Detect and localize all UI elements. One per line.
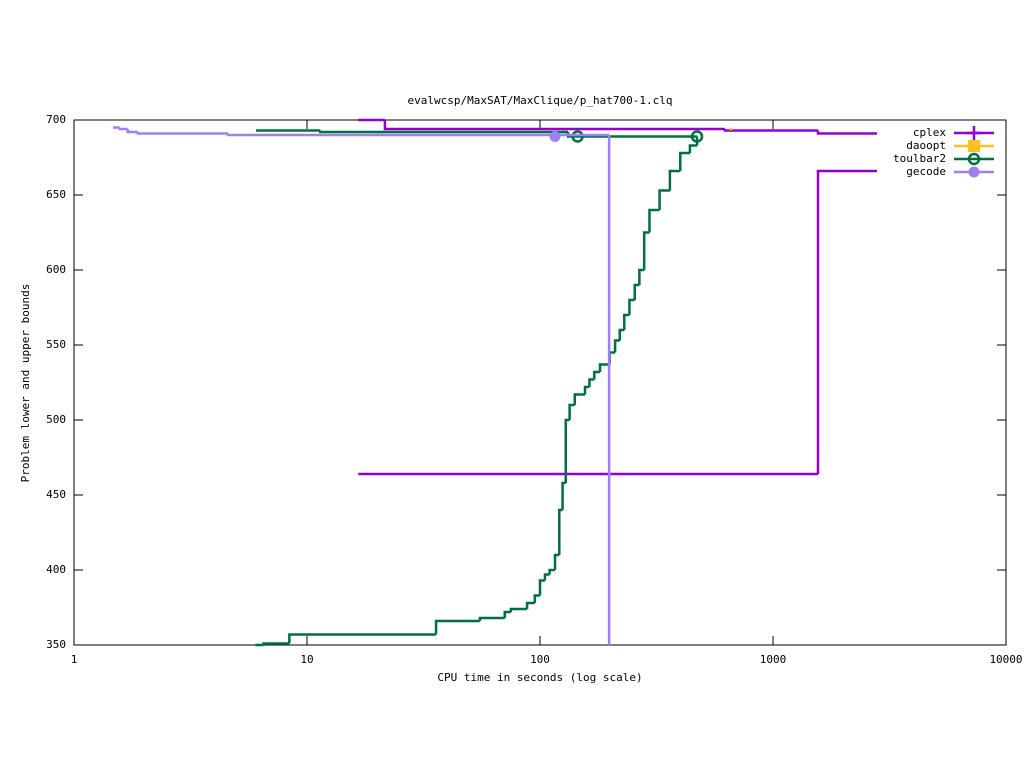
- y-tick-label: 700: [46, 113, 66, 126]
- upper-bound-step: [566, 132, 698, 138]
- x-tick-label: 1000: [760, 653, 787, 666]
- lower-bound-step: [573, 393, 585, 405]
- lower-bound-step: [262, 642, 290, 645]
- lower-bound-step: [509, 607, 528, 612]
- lower-bound-step: [658, 189, 670, 210]
- lower-bound-step: [568, 403, 575, 420]
- lower-bound-step: [623, 313, 630, 330]
- lower-bound-step: [538, 579, 545, 596]
- x-tick-label: 10: [300, 653, 313, 666]
- lower-bound-step: [583, 385, 590, 395]
- y-tick-label: 350: [46, 638, 66, 651]
- upper-bound-step: [319, 130, 569, 134]
- legend-marker: [968, 140, 980, 152]
- point-marker: [571, 130, 584, 143]
- lower-bound-step: [478, 616, 505, 621]
- lower-bound-step: [543, 573, 550, 581]
- x-axis-label: CPU time in seconds (log scale): [437, 671, 642, 684]
- legend-label: gecode: [906, 165, 946, 178]
- lower-bound-step: [558, 508, 563, 555]
- point-marker: [690, 130, 704, 143]
- lower-bound-step: [564, 418, 570, 483]
- lower-bound-step: [608, 351, 616, 365]
- point-marker: [549, 131, 561, 142]
- legend-marker: [967, 152, 981, 166]
- lower-bound-step: [648, 208, 660, 233]
- legend-label: cplex: [913, 126, 946, 139]
- lower-bound-step: [688, 144, 698, 153]
- upper-bound-step: [383, 120, 725, 131]
- upper-bound-step: [816, 130, 878, 135]
- legend-label: daoopt: [906, 139, 946, 152]
- legend-label: toulbar2: [893, 152, 946, 165]
- lower-bound-step: [525, 601, 535, 609]
- lower-bound-step: [633, 283, 640, 300]
- chart-title: evalwcsp/MaxSAT/MaxClique/p_hat700-1.clq: [408, 94, 673, 107]
- upper-bound-step: [136, 132, 228, 135]
- lower-bound-step: [598, 363, 610, 372]
- lower-bound-step: [618, 328, 625, 341]
- y-tick-label: 400: [46, 563, 66, 576]
- lower-bound-step: [288, 633, 437, 644]
- x-tick-label: 100: [530, 653, 550, 666]
- upper-bound-step: [226, 133, 610, 137]
- lower-bound-step: [548, 568, 556, 575]
- y-tick-label: 500: [46, 413, 66, 426]
- y-tick-label: 650: [46, 188, 66, 201]
- y-tick-label: 600: [46, 263, 66, 276]
- lower-bound-step: [553, 553, 560, 570]
- upper-bound-step: [723, 129, 818, 132]
- lower-bound-step: [642, 231, 650, 270]
- y-tick-label: 550: [46, 338, 66, 351]
- y-axis-label: Problem lower and upper bounds: [19, 284, 32, 483]
- upper-bound-step: [126, 129, 138, 134]
- legend-marker: [967, 126, 981, 140]
- lower-bound-step: [533, 594, 540, 603]
- lower-bound-step: [679, 151, 690, 171]
- lower-bound-step: [613, 339, 620, 353]
- lower-bound-step: [638, 268, 645, 285]
- y-tick-label: 450: [46, 488, 66, 501]
- lower-bound-step: [593, 370, 601, 380]
- lower-bound-step: [503, 610, 511, 618]
- lower-bound-step: [668, 169, 681, 191]
- upper-bound-step: [118, 127, 128, 131]
- lower-bound-step: [434, 619, 480, 635]
- x-tick-label: 10000: [989, 653, 1022, 666]
- lower-bound-step: [628, 298, 635, 315]
- lower-bound-step: [816, 169, 878, 474]
- plot-frame: [73, 119, 1007, 646]
- x-tick-label: 1: [71, 653, 78, 666]
- lower-bound-step: [561, 481, 566, 510]
- legend-marker: [968, 166, 980, 178]
- lower-bound-step: [588, 378, 595, 387]
